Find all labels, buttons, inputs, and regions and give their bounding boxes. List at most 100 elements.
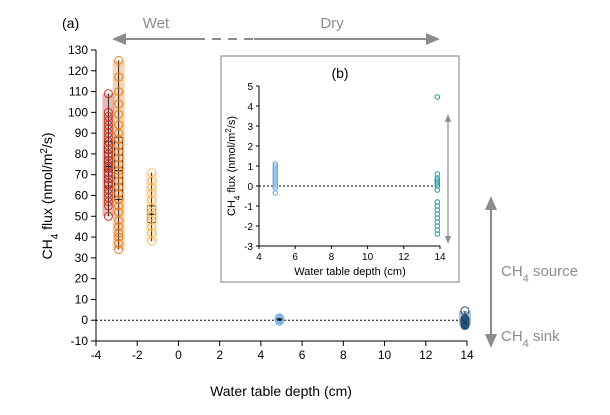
x-ticks-a: -4 -2 0 2 4 6 8 10 12 14	[91, 341, 474, 362]
data-point	[103, 151, 113, 161]
x-axis-label-b: Water table depth (cm)	[294, 266, 405, 278]
data-point	[434, 181, 441, 187]
y-tick-label: 80	[75, 147, 89, 161]
data-point	[103, 155, 113, 165]
data-point	[114, 182, 124, 192]
data-point	[147, 207, 157, 217]
data-point	[434, 203, 441, 209]
data-point	[272, 183, 279, 189]
y-tick-label: 4	[247, 102, 253, 113]
data-point	[114, 141, 124, 151]
y-tick-label: -1	[244, 202, 253, 213]
box-group	[145, 168, 158, 246]
x-tick-label: -4	[91, 348, 102, 362]
y-tick-label: -3	[244, 242, 253, 253]
data-point	[114, 87, 124, 97]
source-label: CH4 source	[501, 263, 578, 285]
data-point	[434, 219, 441, 225]
inset-frame	[220, 55, 460, 283]
box-group	[273, 313, 286, 326]
data-point	[147, 182, 157, 192]
data-point	[114, 99, 124, 109]
y-tick-label: -2	[244, 222, 253, 233]
arrow-down-icon	[485, 334, 497, 348]
data-point	[434, 94, 441, 100]
x-tick-label: -2	[132, 348, 143, 362]
data-point	[114, 72, 124, 82]
data-point	[434, 227, 441, 233]
data-point	[114, 159, 124, 169]
scatter-group	[272, 161, 279, 196]
y-axis-label-b: CH4 flux (nmol/m2/s)	[224, 116, 242, 216]
y-tick-label: 100	[68, 105, 88, 119]
data-point	[272, 163, 279, 169]
y-tick-label: 3	[247, 122, 253, 133]
data-point	[272, 185, 279, 191]
y-tick-label: 110	[69, 85, 88, 99]
dry-label: Dry	[320, 15, 344, 32]
data-point	[272, 165, 279, 171]
data-point	[114, 109, 124, 119]
data-point	[434, 223, 441, 229]
data-point	[114, 238, 124, 248]
y-tick-label: 70	[75, 168, 89, 182]
data-point	[114, 134, 124, 144]
data-point	[114, 207, 124, 217]
data-point	[114, 201, 124, 211]
x-tick-label: 12	[398, 252, 410, 263]
y-tick-label: 0	[81, 313, 88, 327]
x-tick-label: 8	[340, 348, 347, 362]
data-point	[272, 173, 279, 179]
data-point	[434, 207, 441, 213]
data-point	[114, 228, 124, 238]
x-tick-label: 14	[434, 252, 446, 263]
data-point	[274, 313, 284, 323]
data-point	[114, 176, 124, 186]
x-tick-label: 4	[256, 252, 262, 263]
data-point	[272, 179, 279, 185]
x-tick-label: 12	[419, 348, 433, 362]
data-point	[103, 89, 113, 99]
y-tick-label: -10	[71, 334, 89, 348]
sink-label: CH4 sink	[501, 328, 560, 350]
arrow-up-icon	[445, 114, 451, 122]
y-tick-label: 20	[75, 272, 89, 286]
box-group	[102, 89, 115, 221]
data-point	[434, 179, 441, 185]
scatter-group	[434, 94, 441, 237]
data-point	[272, 177, 279, 183]
data-point	[114, 245, 124, 255]
data-point	[114, 170, 124, 180]
data-point	[147, 222, 157, 232]
y-tick-label: 50	[75, 209, 89, 223]
x-axis-label-a: Water table depth (cm)	[210, 383, 352, 399]
data-point	[147, 168, 157, 178]
box-groups-a	[102, 55, 471, 330]
data-point	[272, 169, 279, 175]
data-point	[434, 187, 441, 193]
box-group	[458, 306, 471, 330]
x-ticks-b: 4 6 8 10 12 14	[256, 246, 446, 263]
data-point	[434, 183, 441, 189]
data-point	[460, 306, 470, 316]
x-tick-label: 6	[292, 252, 298, 263]
y-tick-label: 60	[75, 189, 89, 203]
panel-a-label: (a)	[62, 15, 79, 31]
y-tick-label: 90	[75, 126, 89, 140]
y-tick-label: 10	[75, 292, 89, 306]
y-ticks-a: -10 0 10 20 30 40 50 60 70 80 90 100 110 120 130	[68, 43, 96, 348]
y-tick-label: 2	[247, 142, 253, 153]
y-ticks-b: -3 -2 -1 0 1 2 3 4 5	[244, 82, 259, 253]
data-point	[103, 112, 113, 122]
data-point	[103, 180, 113, 190]
x-tick-label: 14	[460, 348, 474, 362]
data-point	[434, 177, 441, 183]
data-point	[272, 161, 279, 167]
y-tick-label: 1	[247, 162, 253, 173]
data-point	[272, 175, 279, 181]
arrow-right-icon	[426, 33, 440, 45]
data-point	[103, 211, 113, 221]
y-tick-label: 130	[68, 43, 88, 57]
